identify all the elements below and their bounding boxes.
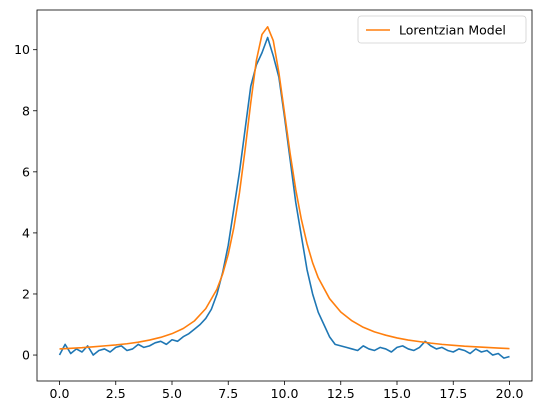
x-tick-label: 20.0	[496, 386, 524, 401]
legend-label: Lorentzian Model	[399, 23, 506, 38]
legend-box	[357, 15, 527, 44]
y-tick-label: 0	[22, 348, 30, 363]
y-axis: 0 2 4 6 8 10	[14, 42, 37, 363]
x-axis: 0.0 2.5 5.0 7.5 10.0 12.5 15.0 17.5 20.0	[50, 381, 524, 401]
y-tick-label: 4	[22, 225, 30, 240]
x-tick-label: 2.5	[106, 386, 126, 401]
x-tick-label: 12.5	[327, 386, 355, 401]
y-tick-label: 6	[22, 164, 30, 179]
x-tick-label: 7.5	[218, 386, 238, 401]
legend: Lorentzian Model	[357, 15, 527, 44]
x-tick-label: 5.0	[162, 386, 182, 401]
x-tick-label: 15.0	[383, 386, 411, 401]
y-tick-label: 2	[22, 286, 30, 301]
series-layer	[58, 25, 510, 359]
x-tick-label: 10.0	[271, 386, 299, 401]
x-tick-label: 0.0	[50, 386, 70, 401]
x-tick-label: 17.5	[439, 386, 467, 401]
series-line-1	[59, 25, 510, 350]
y-tick-label: 10	[14, 42, 30, 57]
y-tick-label: 8	[22, 103, 30, 118]
